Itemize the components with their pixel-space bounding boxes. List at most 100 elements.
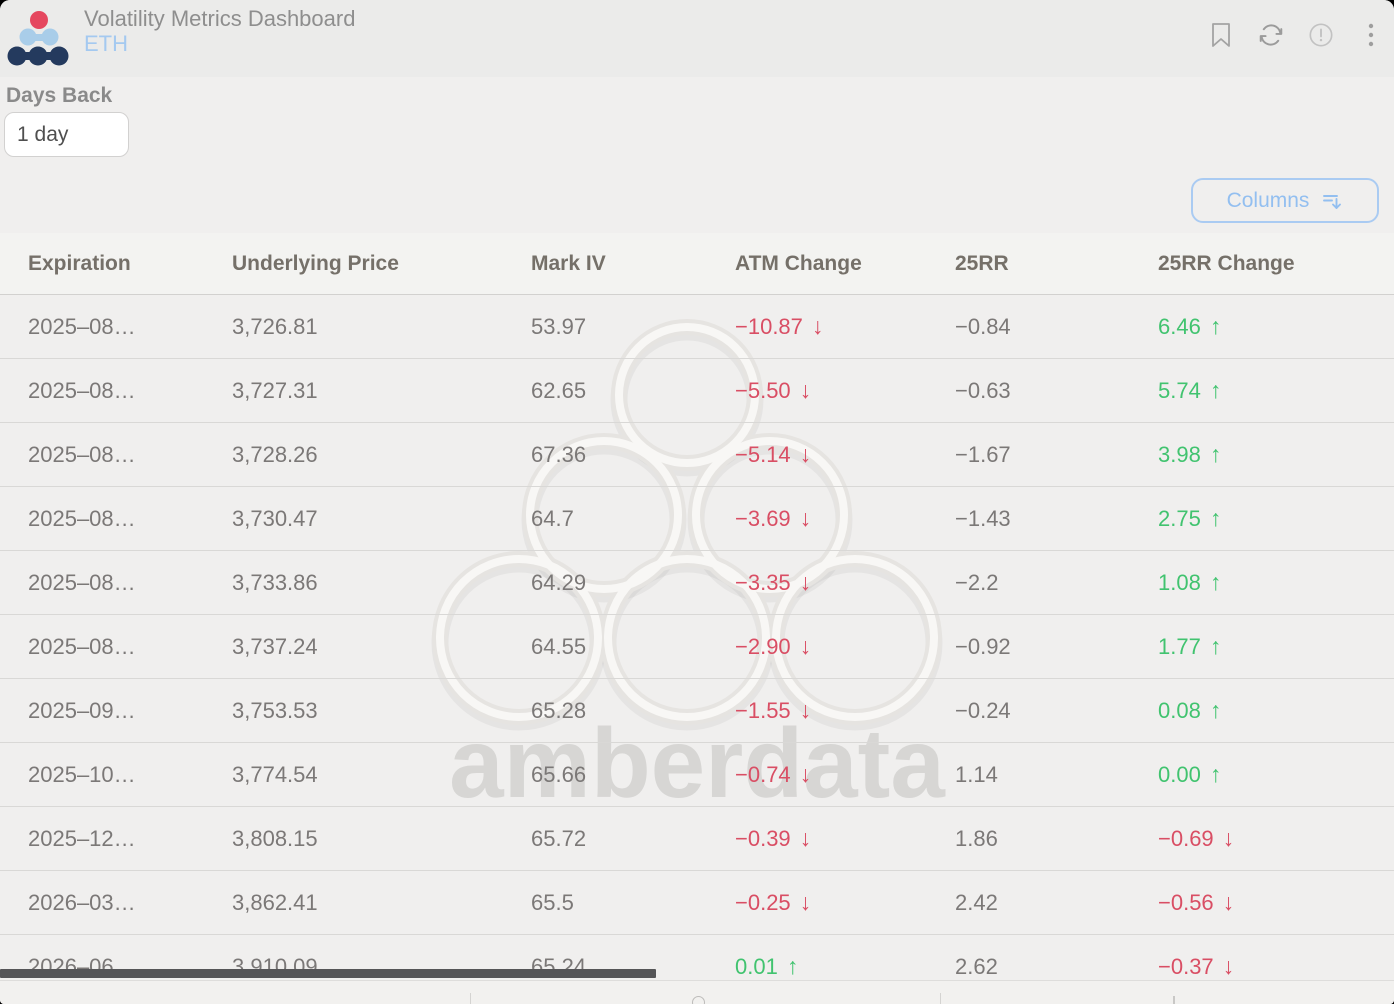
cell-25rr-change: 1.77 ↑ <box>1158 633 1394 660</box>
col-header-mark-iv: Mark IV <box>531 251 606 275</box>
col-header-expiration: Expiration <box>28 251 131 275</box>
cell-mark-iv: 65.72 <box>531 825 587 851</box>
top-bar-actions <box>1208 22 1384 48</box>
days-back-input[interactable] <box>4 112 129 157</box>
cell-mark-iv: 64.29 <box>531 569 587 595</box>
asset-subtitle: ETH <box>84 31 128 56</box>
trend-arrow-icon: ↓ <box>799 761 812 787</box>
cell-mark-iv: 67.36 <box>531 441 587 467</box>
kebab-menu-icon[interactable] <box>1358 22 1384 48</box>
cell-25rr-change: −0.56 ↓ <box>1158 889 1394 916</box>
trend-arrow-icon: ↓ <box>799 825 812 851</box>
rr25-change-value: 1.77 <box>1158 634 1201 659</box>
rr25-change-value: 0.08 <box>1158 698 1201 723</box>
cell-25rr: 2.42 <box>955 889 998 915</box>
cell-25rr: −0.24 <box>955 697 1011 723</box>
table-row: 2025–08… 3,727.31 62.65 −5.50 ↓ −0.63 5.7… <box>0 359 1394 423</box>
trend-arrow-icon: ↓ <box>1222 825 1235 851</box>
cell-atm-change: −3.69 ↓ <box>735 505 955 532</box>
cell-25rr-change: 1.08 ↑ <box>1158 569 1394 596</box>
trend-arrow-icon: ↓ <box>811 313 824 339</box>
horizontal-scrollbar-thumb[interactable] <box>0 969 656 978</box>
cell-expiration: 2025–08… <box>28 377 136 403</box>
atm-change-value: −3.69 <box>735 506 791 531</box>
column-sort-icon <box>1323 194 1342 209</box>
cell-underlying-price: 3,726.81 <box>232 313 318 339</box>
trend-arrow-icon: ↓ <box>799 697 812 723</box>
cell-expiration: 2025–08… <box>28 441 136 467</box>
rr25-change-value: 3.98 <box>1158 442 1201 467</box>
rr25-change-value: −0.37 <box>1158 954 1214 979</box>
col-header-25rr-change: 25RR Change <box>1158 251 1295 275</box>
cell-25rr: −1.67 <box>955 441 1011 467</box>
table-row: 2026–03… 3,862.41 65.5 −0.25 ↓ 2.42 −0.56… <box>0 871 1394 935</box>
cell-underlying-price: 3,737.24 <box>232 633 318 659</box>
trend-arrow-icon: ↑ <box>1209 697 1222 723</box>
rr25-change-value: −0.56 <box>1158 890 1214 915</box>
columns-button[interactable]: Columns <box>1191 178 1379 223</box>
cell-underlying-price: 3,730.47 <box>232 505 318 531</box>
cell-mark-iv: 65.5 <box>531 889 574 915</box>
cell-25rr-change: 0.08 ↑ <box>1158 697 1394 724</box>
rr25-change-value: 6.46 <box>1158 314 1201 339</box>
cell-atm-change: −0.25 ↓ <box>735 889 955 916</box>
trend-arrow-icon: ↓ <box>799 377 812 403</box>
col-header-atm-change: ATM Change <box>735 251 862 275</box>
cell-expiration: 2025–12… <box>28 825 136 851</box>
cell-25rr-change: −0.37 ↓ <box>1158 953 1394 980</box>
cell-25rr-change: 6.46 ↑ <box>1158 313 1394 340</box>
cell-atm-change: −5.50 ↓ <box>735 377 955 404</box>
cell-underlying-price: 3,753.53 <box>232 697 318 723</box>
table-row: 2025–12… 3,808.15 65.72 −0.39 ↓ 1.86 −0.6… <box>0 807 1394 871</box>
atm-change-value: 0.01 <box>735 954 778 979</box>
cell-25rr: 2.62 <box>955 953 998 979</box>
cell-25rr-change: 3.98 ↑ <box>1158 441 1394 468</box>
cell-expiration: 2026–03… <box>28 889 136 915</box>
cell-25rr: −1.43 <box>955 505 1011 531</box>
bookmark-icon[interactable] <box>1208 22 1234 48</box>
trend-arrow-icon: ↓ <box>799 633 812 659</box>
cell-25rr: −0.63 <box>955 377 1011 403</box>
cell-25rr: 1.14 <box>955 761 998 787</box>
trend-arrow-icon: ↑ <box>1209 505 1222 531</box>
footer-divider <box>940 993 941 1004</box>
cell-25rr-change: 5.74 ↑ <box>1158 377 1394 404</box>
cell-25rr: −0.92 <box>955 633 1011 659</box>
trend-arrow-icon: ↓ <box>1222 953 1235 979</box>
rr25-change-value: −0.69 <box>1158 826 1214 851</box>
cell-atm-change: −1.55 ↓ <box>735 697 955 724</box>
cell-expiration: 2025–08… <box>28 505 136 531</box>
rr25-change-value: 5.74 <box>1158 378 1201 403</box>
table-row: 2025–08… 3,737.24 64.55 −2.90 ↓ −0.92 1.7… <box>0 615 1394 679</box>
trend-arrow-icon: ↓ <box>799 441 812 467</box>
cell-mark-iv: 65.28 <box>531 697 587 723</box>
atm-change-value: −5.14 <box>735 442 791 467</box>
amberdata-logo-icon <box>7 11 69 66</box>
cell-mark-iv: 62.65 <box>531 377 587 403</box>
refresh-icon[interactable] <box>1258 22 1284 48</box>
cell-underlying-price: 3,862.41 <box>232 889 318 915</box>
rr25-change-value: 2.75 <box>1158 506 1201 531</box>
trend-arrow-icon: ↑ <box>1209 761 1222 787</box>
cell-25rr-change: 2.75 ↑ <box>1158 505 1394 532</box>
trend-arrow-icon: ↑ <box>1209 377 1222 403</box>
cell-25rr-change: 0.00 ↑ <box>1158 761 1394 788</box>
cell-expiration: 2025–10… <box>28 761 136 787</box>
trend-arrow-icon: ↑ <box>1209 441 1222 467</box>
alert-icon[interactable] <box>1308 22 1334 48</box>
trend-arrow-icon: ↓ <box>799 505 812 531</box>
cell-25rr: −2.2 <box>955 569 999 595</box>
cell-mark-iv: 65.66 <box>531 761 587 787</box>
table-row: 2025–08… 3,733.86 64.29 −3.35 ↓ −2.2 1.08… <box>0 551 1394 615</box>
trend-arrow-icon: ↓ <box>799 889 812 915</box>
cell-expiration: 2025–08… <box>28 569 136 595</box>
table-header-row: Expiration Underlying Price Mark IV ATM … <box>0 233 1394 295</box>
table-row: 2025–08… 3,730.47 64.7 −3.69 ↓ −1.43 2.75… <box>0 487 1394 551</box>
cell-underlying-price: 3,774.54 <box>232 761 318 787</box>
footer-strip <box>0 980 1394 1004</box>
trend-arrow-icon: ↓ <box>1222 889 1235 915</box>
cell-underlying-price: 3,733.86 <box>232 569 318 595</box>
col-header-underlying-price: Underlying Price <box>232 251 399 275</box>
table-row: 2025–08… 3,728.26 67.36 −5.14 ↓ −1.67 3.9… <box>0 423 1394 487</box>
